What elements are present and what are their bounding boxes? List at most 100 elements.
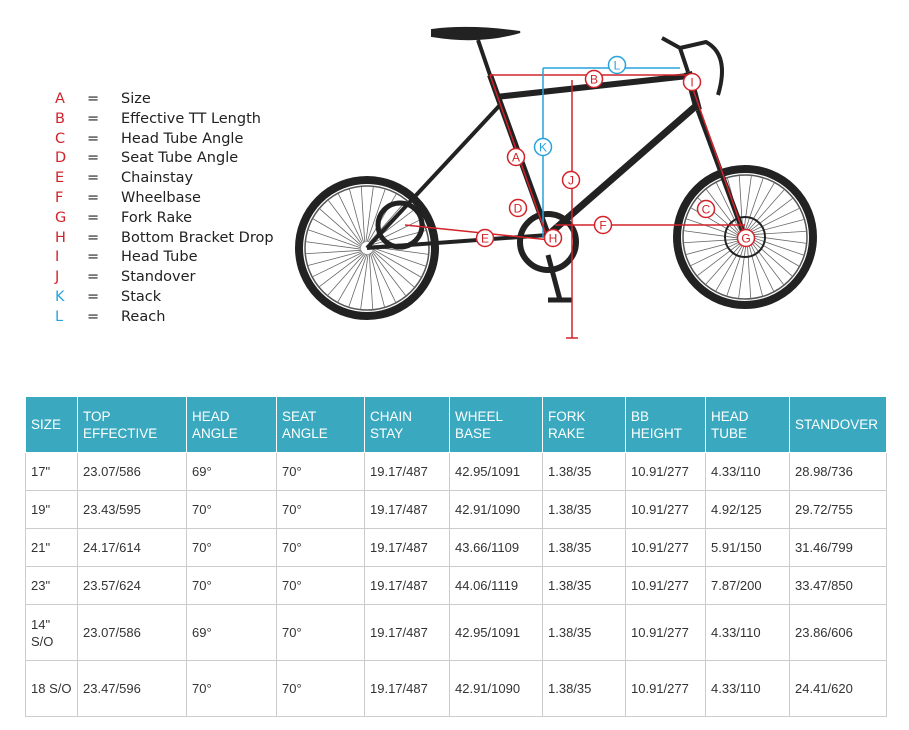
marker-circle xyxy=(475,228,495,248)
table-cell: 70° xyxy=(276,566,365,605)
legend-label: Head Tube Angle xyxy=(121,130,244,147)
table-cell: 43.66/1109 xyxy=(449,528,543,567)
table-cell: 1.38/35 xyxy=(542,528,626,567)
legend-equals: = xyxy=(87,308,100,325)
table-cell: 23" xyxy=(25,566,78,605)
legend-equals: = xyxy=(87,209,100,226)
spoke xyxy=(750,230,807,236)
legend-letter: F xyxy=(55,189,64,206)
table-cell: 5.91/150 xyxy=(705,528,790,567)
table-cell: 69° xyxy=(186,604,277,661)
table-cell: 1.38/35 xyxy=(542,604,626,661)
spoke xyxy=(372,249,415,288)
legend-label: Head Tube xyxy=(121,249,198,266)
spoke xyxy=(368,253,374,310)
table-row: 14" S/O 23.07/586 69° 70° 19.17/487 42.95/109… xyxy=(25,604,887,661)
column-header: FORK RAKE xyxy=(542,396,626,453)
table-cell: 1.38/35 xyxy=(542,660,626,717)
table-row: 18 S/O 23.47/596 70° 70° 19.17/487 42.91/1090… xyxy=(25,660,887,717)
table-cell: 70° xyxy=(186,528,277,567)
spoke xyxy=(726,242,746,297)
spoke xyxy=(312,218,362,248)
legend: A = Size B = Effective TT Length C = Head Tube A… xyxy=(55,91,295,329)
marker-circle xyxy=(696,199,716,219)
table-row: 21" 24.17/614 70° 70° 19.17/487 43.66/1109 1.3… xyxy=(25,528,887,567)
spoke xyxy=(750,237,800,267)
marker-letter: I xyxy=(690,76,693,90)
legend-label: Effective TT Length xyxy=(121,110,261,127)
spoke xyxy=(696,241,742,277)
legend-letter: H xyxy=(55,229,66,246)
bike-diagram: L B I A K J D F C E H G xyxy=(295,26,817,339)
spoke xyxy=(327,253,366,296)
spoke xyxy=(750,238,793,277)
column-header: WHEEL BASE xyxy=(449,396,543,453)
marker-circle xyxy=(682,72,702,92)
legend-label: Bottom Bracket Drop xyxy=(121,229,274,246)
table-cell: 4.33/110 xyxy=(705,452,790,491)
marker-letter: J xyxy=(568,174,574,188)
spoke xyxy=(750,236,805,256)
table-cell: 23.86/606 xyxy=(789,604,887,661)
spoke xyxy=(750,235,807,244)
table-cell: 42.95/1091 xyxy=(449,604,543,661)
legend-label: Reach xyxy=(121,308,166,325)
geometry-table: SIZE TOP EFFECTIVE HEAD ANGLE SEAT ANGLE CHA… xyxy=(25,396,887,717)
legend-equals: = xyxy=(87,150,100,167)
table-cell: 23.47/596 xyxy=(77,660,187,717)
legend-equals: = xyxy=(87,249,100,266)
table-cell: 23.07/586 xyxy=(77,604,187,661)
spoke xyxy=(337,253,367,303)
table-cell: 19.17/487 xyxy=(364,660,450,717)
spoke xyxy=(371,218,423,245)
spoke xyxy=(685,239,741,256)
spoke xyxy=(365,186,374,243)
table-cell: 70° xyxy=(186,490,277,529)
table-cell: 23.07/586 xyxy=(77,452,187,491)
spoke xyxy=(307,229,362,249)
spoke xyxy=(747,241,764,297)
marker-letter: G xyxy=(741,232,750,246)
table-cell: 10.91/277 xyxy=(625,528,706,567)
spoke xyxy=(683,238,740,244)
marker-letter: H xyxy=(549,232,558,246)
table-cell: 19.17/487 xyxy=(364,604,450,661)
column-header: TOP EFFECTIVE xyxy=(77,396,187,453)
spoke xyxy=(319,208,362,247)
marker-circle xyxy=(506,147,526,167)
table-cell: 10.91/277 xyxy=(625,452,706,491)
spoke xyxy=(327,199,363,245)
table-cell: 29.72/755 xyxy=(789,490,887,529)
table-cell: 70° xyxy=(276,490,365,529)
table-cell: 19.17/487 xyxy=(364,528,450,567)
legend-letter: G xyxy=(55,209,67,226)
spoke xyxy=(749,207,801,234)
spoke xyxy=(743,175,752,232)
legend-letter: C xyxy=(55,130,66,147)
legend-row: B = Effective TT Length xyxy=(55,111,295,131)
legend-equals: = xyxy=(87,110,100,127)
spoke xyxy=(746,242,752,299)
legend-row: H = Bottom Bracket Drop xyxy=(55,230,295,250)
legend-row: F = Wheelbase xyxy=(55,190,295,210)
spoke xyxy=(715,242,745,292)
legend-equals: = xyxy=(87,130,100,147)
legend-row: I = Head Tube xyxy=(55,249,295,269)
table-cell: 23.43/595 xyxy=(77,490,187,529)
table-cell: 33.47/850 xyxy=(789,566,887,605)
spoke xyxy=(305,249,362,255)
marker-circle xyxy=(607,55,627,75)
table-cell: 17" xyxy=(25,452,78,491)
column-header: BB HEIGHT xyxy=(625,396,706,453)
table-cell: 70° xyxy=(276,452,365,491)
spoke xyxy=(311,251,363,278)
legend-letter: A xyxy=(55,91,65,107)
legend-equals: = xyxy=(87,170,100,187)
table-cell: 70° xyxy=(186,660,277,717)
legend-row: D = Seat Tube Angle xyxy=(55,150,295,170)
legend-label: Standover xyxy=(121,269,196,286)
table-cell: 10.91/277 xyxy=(625,604,706,661)
table-cell: 31.46/799 xyxy=(789,528,887,567)
legend-row: G = Fork Rake xyxy=(55,210,295,230)
